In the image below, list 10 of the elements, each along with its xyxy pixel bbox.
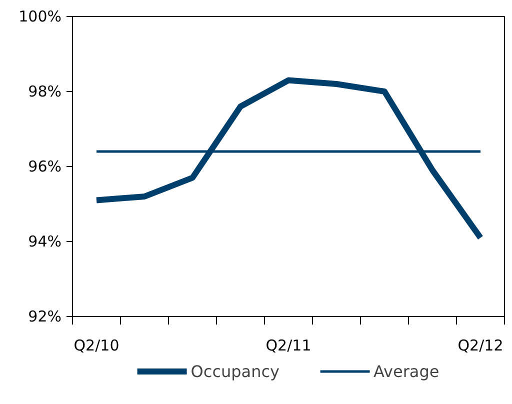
y-tick-label: 96% [28,158,62,176]
x-tick-label: Q2/10 [74,336,120,354]
y-tick-label: 98% [28,82,62,100]
y-tick-label: 100% [18,8,62,26]
y-tick-label: 94% [28,232,62,250]
legend-label: Occupancy [190,362,280,380]
legend-label: Average [374,362,440,380]
x-tick-label: Q2/12 [458,336,504,354]
x-tick-label: Q2/11 [266,336,312,354]
y-tick-label: 92% [28,308,62,326]
